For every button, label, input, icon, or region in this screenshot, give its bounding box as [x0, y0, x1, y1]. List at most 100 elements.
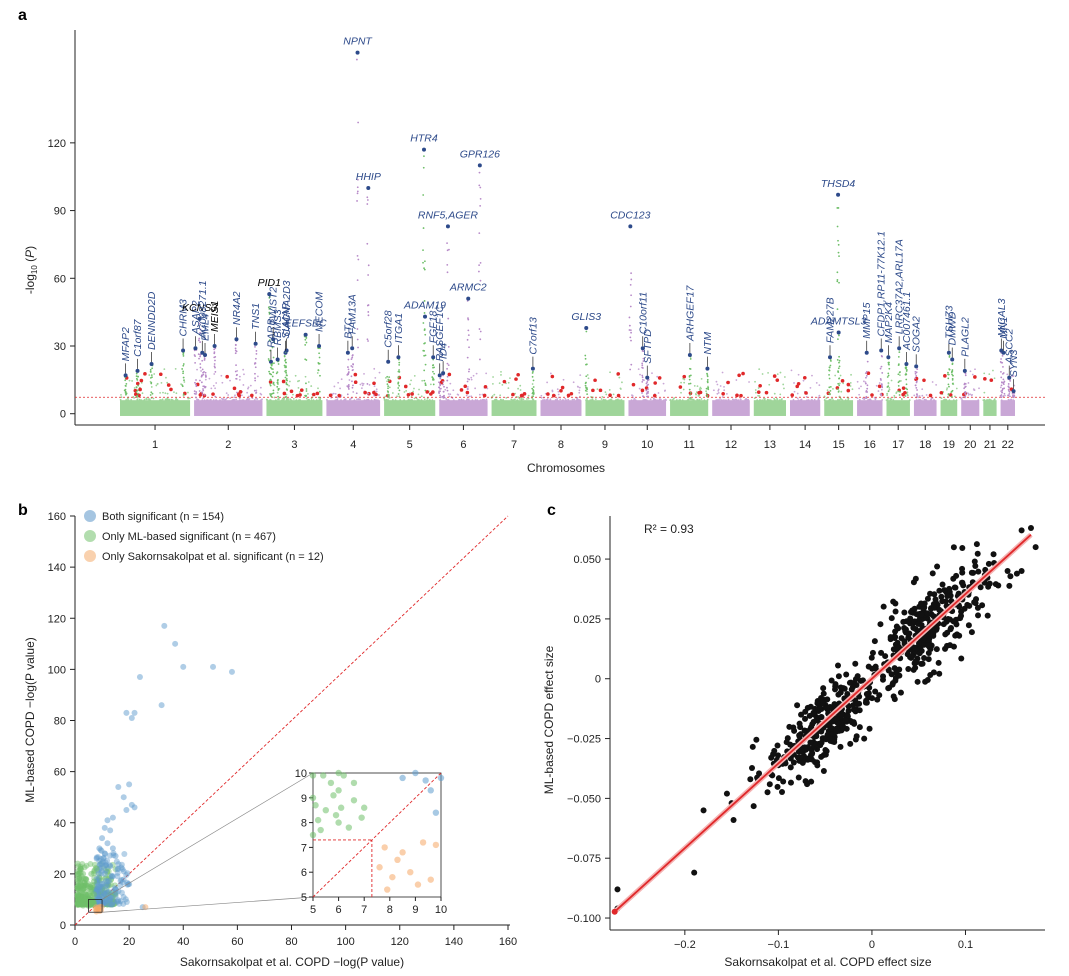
a-peak-tower: [304, 344, 307, 346]
a-peak-tower: [964, 385, 967, 388]
a-peak-tower: [468, 368, 471, 371]
c-point: [948, 624, 955, 631]
a-point: [922, 397, 924, 400]
a-point: [1000, 399, 1003, 402]
a-peak-tower: [706, 380, 709, 383]
b-point-series-0: [101, 824, 108, 831]
a-point: [783, 387, 785, 390]
a-ytick-label: 90: [54, 206, 66, 218]
a-peak-tower: [914, 384, 917, 387]
b-point-series-1: [74, 883, 81, 890]
a-sig-point: [653, 381, 657, 385]
a-point: [470, 395, 473, 398]
a-peak-tower: [347, 386, 350, 389]
a-sig-point: [232, 386, 237, 391]
a-point: [136, 396, 139, 399]
a-peak-tower: [350, 365, 353, 367]
a-peak-tower: [707, 387, 710, 389]
a-peak-tower: [947, 393, 950, 396]
a-peak-point: [886, 355, 891, 360]
a-point: [413, 374, 416, 377]
a-peak-tower: [347, 368, 350, 371]
b-point-series-0: [128, 714, 135, 721]
a-point: [840, 390, 843, 393]
a-peak-tower: [865, 370, 868, 373]
a-peak-point: [584, 325, 589, 330]
b-xtick-label: 20: [123, 936, 135, 948]
c-point: [878, 649, 885, 656]
a-peak-tower: [235, 364, 237, 367]
a-peak-tower: [367, 264, 370, 267]
a-point: [900, 398, 903, 401]
a-point: [188, 397, 191, 400]
a-peak-tower: [886, 386, 889, 388]
a-point: [375, 390, 378, 393]
a-peak-tower: [688, 378, 691, 381]
a-point: [334, 399, 337, 402]
a-peak-tower: [423, 369, 426, 372]
a-peak-tower: [838, 365, 841, 368]
a-peak-tower: [915, 386, 918, 389]
a-peak-tower: [916, 368, 919, 371]
c-point: [975, 568, 982, 575]
c-point: [892, 608, 899, 615]
b-point-both: [120, 900, 127, 907]
a-peak-tower: [432, 370, 434, 373]
a-peak-tower: [355, 392, 358, 395]
b-point-series-1: [88, 900, 95, 907]
a-peak-point: [197, 316, 202, 321]
a-point: [594, 398, 597, 401]
a-point: [985, 399, 988, 402]
b-inset-point-series-2: [394, 856, 401, 863]
a-point: [758, 399, 761, 402]
a-peak-tower: [905, 387, 907, 390]
c-point: [824, 696, 831, 703]
a-point: [260, 393, 263, 396]
a-xtick-label: 8: [558, 439, 564, 451]
a-peak-tower: [273, 340, 275, 343]
a-gene-label-cacna2d3: CACNA2D3: [281, 280, 293, 336]
a-peak-tower: [897, 355, 900, 358]
b-point-ml: [109, 901, 116, 908]
a-peak-point: [135, 368, 140, 373]
a-point: [159, 391, 162, 394]
c-point: [877, 621, 884, 628]
a-point: [349, 398, 351, 401]
a-point: [735, 379, 738, 381]
a-peak-tower: [199, 331, 201, 334]
c-point: [847, 740, 854, 747]
a-point: [292, 397, 295, 400]
a-xtick-label: 5: [407, 439, 413, 451]
a-point: [294, 374, 297, 377]
a-peak-tower: [478, 328, 481, 330]
a-point: [638, 387, 641, 390]
a-point: [370, 399, 373, 402]
a-peak-tower: [468, 378, 471, 381]
a-peak-tower: [351, 386, 354, 389]
a-point: [280, 399, 283, 402]
a-point: [120, 393, 122, 396]
a-point: [367, 398, 370, 401]
a-peak-tower: [285, 395, 288, 398]
b-point-both: [121, 851, 128, 858]
a-point: [745, 397, 747, 400]
a-peak-tower: [446, 389, 449, 392]
c-point: [818, 753, 825, 760]
c-ytick-label: −0.050: [567, 793, 601, 805]
b-point-both: [109, 901, 116, 908]
b-point-both: [117, 878, 124, 885]
a-point: [246, 391, 249, 394]
a-point: [384, 376, 387, 379]
a-point: [868, 398, 871, 401]
a-gene-labels: MFAP2 C1orf87 DENNDD2D CHRM3 ASAP2KCNS3AC008…: [120, 36, 1020, 390]
a-point: [549, 398, 552, 401]
a-peak-tower: [439, 394, 441, 397]
a-peak-tower: [948, 385, 950, 388]
a-peak-tower: [351, 369, 354, 372]
a-point: [297, 387, 300, 389]
a-sig-point: [353, 380, 358, 385]
a-point: [145, 398, 148, 401]
a-point: [888, 388, 891, 391]
a-point: [519, 389, 522, 391]
